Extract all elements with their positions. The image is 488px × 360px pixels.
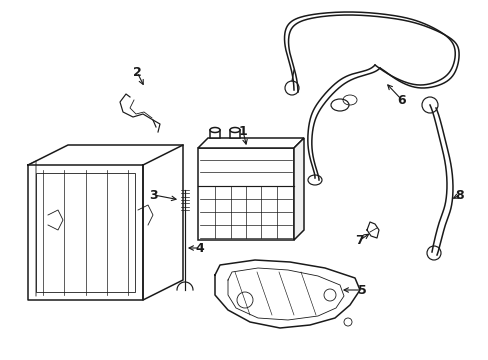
Text: 2: 2 (132, 66, 141, 78)
Text: 6: 6 (397, 94, 406, 107)
Text: 1: 1 (238, 125, 247, 138)
Text: 4: 4 (195, 242, 204, 255)
Text: 7: 7 (355, 234, 364, 247)
Bar (198, 148, 293, 240)
Text: 8: 8 (455, 189, 464, 202)
Bar (229, 130, 240, 138)
Ellipse shape (209, 127, 220, 132)
Bar (209, 130, 220, 138)
Text: 5: 5 (357, 284, 366, 297)
Polygon shape (293, 138, 304, 240)
Bar (36, 173, 135, 292)
Text: 3: 3 (149, 189, 158, 202)
Ellipse shape (229, 127, 240, 132)
Polygon shape (198, 138, 304, 148)
